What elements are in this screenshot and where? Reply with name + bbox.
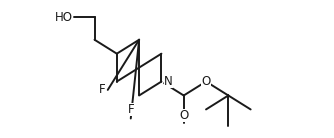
Text: F: F: [128, 103, 134, 116]
Text: N: N: [164, 75, 173, 88]
Text: HO: HO: [55, 11, 73, 24]
Text: F: F: [99, 83, 106, 96]
Text: O: O: [179, 109, 188, 122]
Text: O: O: [201, 75, 211, 88]
